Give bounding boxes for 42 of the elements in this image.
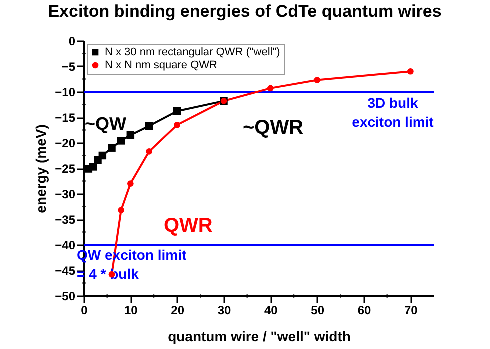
point bbox=[174, 122, 180, 128]
y-tick-label: −20 bbox=[55, 136, 76, 150]
point bbox=[173, 108, 182, 116]
point bbox=[268, 85, 274, 92]
annotation: ~QW bbox=[85, 114, 127, 134]
y-tick-label: −45 bbox=[55, 264, 76, 278]
point bbox=[408, 68, 414, 75]
y-tick-label: −25 bbox=[55, 162, 76, 176]
annotation: 3D bulk exciton limit bbox=[352, 95, 434, 130]
point bbox=[89, 163, 98, 171]
legend-label: N x 30 nm rectangular QWR ("well") bbox=[105, 46, 280, 58]
x-tick-label: 60 bbox=[358, 304, 372, 318]
point bbox=[145, 122, 154, 130]
x-tick-label: 50 bbox=[311, 304, 325, 318]
point bbox=[146, 148, 152, 155]
x-tick-label: 0 bbox=[81, 304, 88, 318]
x-tick-label: 40 bbox=[264, 304, 278, 318]
y-tick-label: −35 bbox=[55, 213, 76, 227]
y-tick-label: −50 bbox=[55, 290, 76, 304]
y-axis-title: energy (meV) bbox=[33, 124, 50, 214]
y-tick-label: −10 bbox=[55, 86, 76, 100]
y-tick-label: −30 bbox=[55, 188, 76, 202]
point bbox=[314, 77, 320, 84]
legend-label: N x N nm square QWR bbox=[105, 60, 218, 72]
point bbox=[128, 180, 134, 187]
y-tick-label: 0 bbox=[68, 34, 76, 48]
annotation: ~QWR bbox=[243, 117, 304, 139]
chart-title: Exciton binding energies of CdTe quantum wires bbox=[48, 2, 442, 21]
point bbox=[108, 144, 116, 152]
x-tick-label: 20 bbox=[171, 304, 185, 318]
point bbox=[118, 207, 124, 214]
point bbox=[117, 137, 126, 145]
x-axis-title: quantum wire / "well" width bbox=[168, 328, 351, 344]
point bbox=[126, 131, 135, 140]
y-tick-label: −5 bbox=[62, 60, 76, 74]
point bbox=[98, 152, 107, 160]
x-tick-label: 30 bbox=[218, 304, 232, 318]
x-tick-label: 70 bbox=[404, 304, 418, 318]
y-tick-label: −40 bbox=[55, 238, 76, 252]
x-tick-label: 10 bbox=[124, 304, 138, 318]
annotation: QWR bbox=[164, 215, 214, 237]
y-tick-label: −15 bbox=[55, 111, 76, 125]
